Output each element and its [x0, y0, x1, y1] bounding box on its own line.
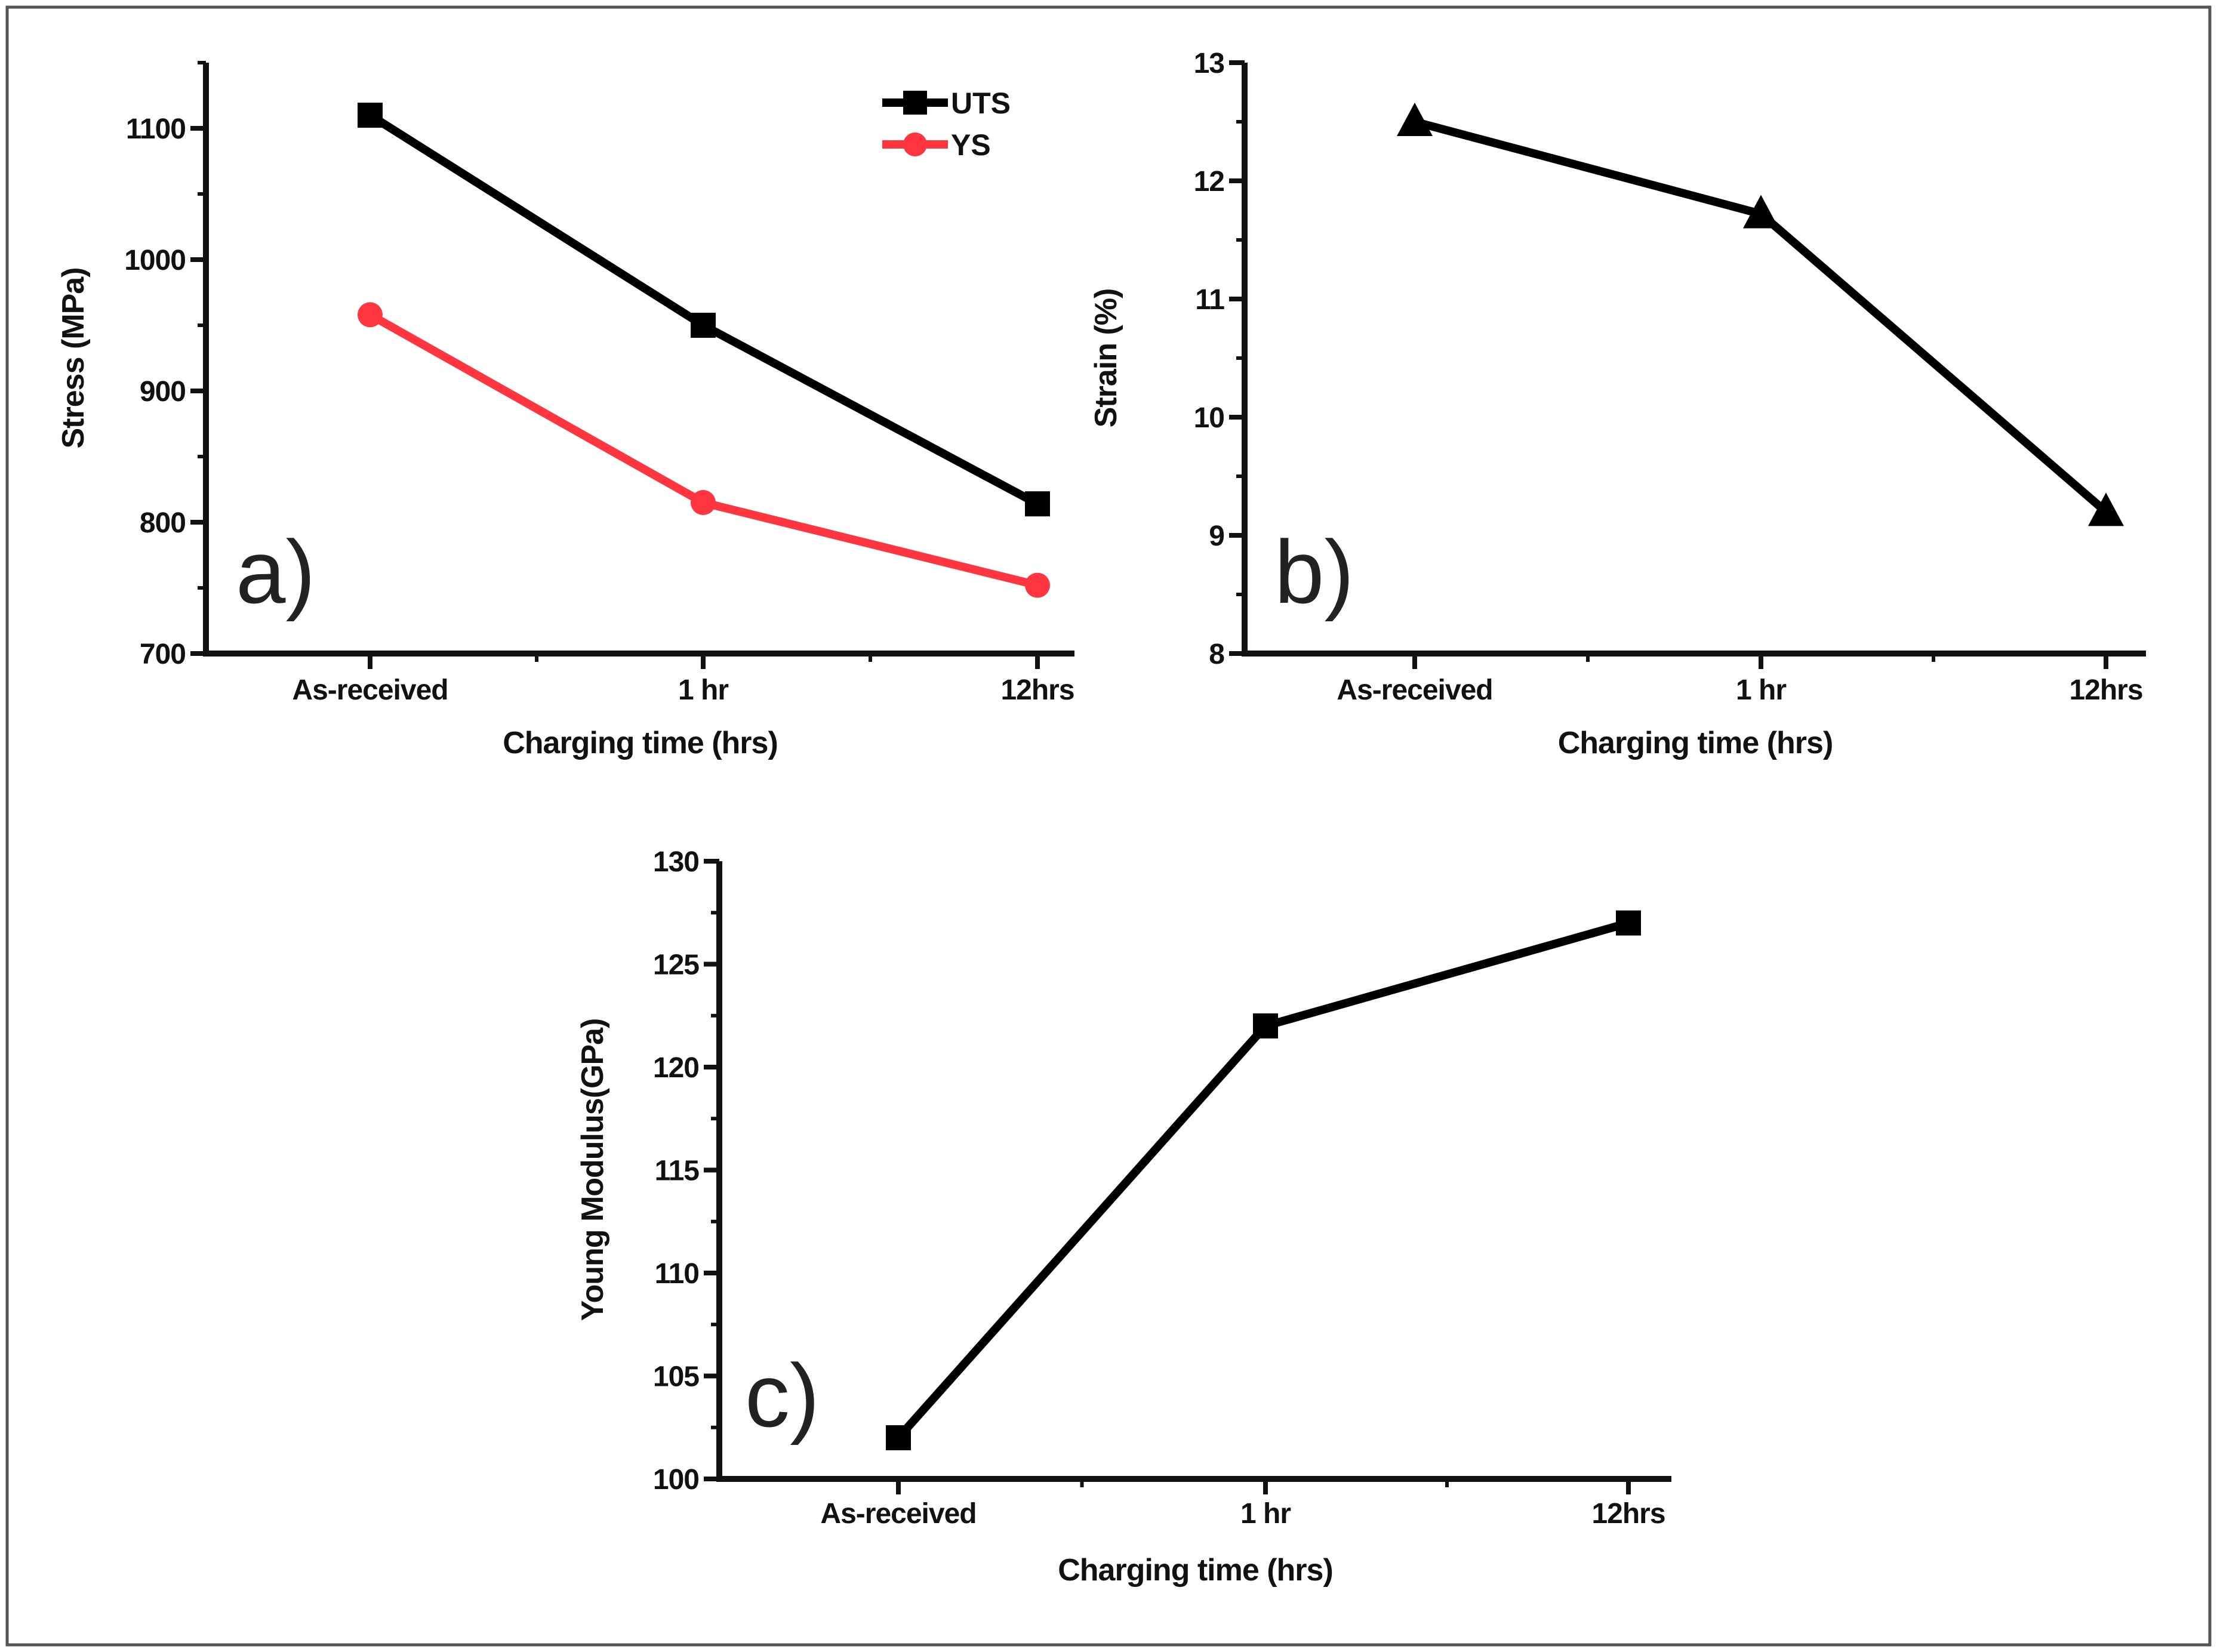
x-tick-label: 12hrs [1591, 1498, 1665, 1530]
y-tick-label: 12 [1194, 166, 1224, 198]
chart-b-strain: 8 9 10 11 12 13 As-received 1 hr 12hrs Charging t… [1089, 48, 2146, 760]
panel-tag: a) [236, 522, 315, 622]
y-tick-label: 1100 [126, 113, 186, 145]
y-axis-title: Strain (%) [1089, 289, 1123, 428]
y-tick-label: 100 [653, 1464, 699, 1496]
x-tick-label: 12hrs [2069, 674, 2142, 706]
data-point-circle [358, 302, 383, 328]
x-tick-label: 12hrs [1000, 674, 1074, 706]
data-point-square [886, 1425, 911, 1450]
legend-marker-circle [903, 132, 927, 156]
y-tick-label: 8 [1209, 639, 1224, 670]
y-tick-label: 115 [655, 1155, 700, 1187]
y-axis-title: Young Modulus(GPa) [575, 1019, 610, 1321]
x-axis-title: Charging time (hrs) [1058, 1553, 1333, 1588]
data-point-square [1253, 1013, 1278, 1038]
y-tick-label: 130 [653, 846, 699, 878]
data-point-circle [1025, 572, 1050, 598]
x-tick-label: 1 hr [678, 674, 728, 706]
y-tick-label: 120 [653, 1052, 699, 1084]
y-tick-label: 700 [140, 639, 186, 670]
y-tick-label: 110 [655, 1258, 699, 1290]
x-tick-label: As-received [820, 1498, 976, 1530]
data-point-square [1616, 910, 1641, 936]
x-tick-label: As-received [292, 674, 448, 706]
figure-border [5, 5, 2212, 1647]
data-point-triangle [2088, 492, 2124, 526]
chart-a-stress: 700 800 900 1000 1100 As-received 1 hr 12hrs Cha… [56, 61, 1075, 760]
legend-label: UTS [951, 87, 1011, 120]
data-point-circle [691, 490, 716, 515]
y-tick-label: 11 [1195, 284, 1224, 316]
x-tick-label: 1 hr [1736, 674, 1786, 706]
panel-tag: c) [745, 1345, 820, 1446]
y-tick-label: 900 [140, 376, 186, 408]
x-axis-title: Charging time (hrs) [1558, 726, 1833, 760]
data-point-triangle [1743, 195, 1779, 229]
y-tick-label: 13 [1194, 48, 1224, 79]
legend-label: YS [951, 128, 991, 162]
data-point-square [358, 103, 383, 128]
chart-c-young-modulus: 100 105 110 115 120 125 130 As-received 1 hr 12hr… [575, 846, 1671, 1588]
data-point-square [1025, 491, 1050, 517]
data-point-square [691, 313, 716, 338]
legend-marker-square [903, 91, 927, 115]
y-tick-label: 105 [653, 1361, 699, 1393]
data-point-triangle [1397, 103, 1433, 136]
y-tick-label: 9 [1209, 520, 1224, 552]
y-tick-label: 125 [653, 950, 699, 981]
x-axis-title: Charging time (hrs) [503, 726, 778, 760]
panel-tag: b) [1274, 522, 1354, 622]
y-tick-label: 800 [140, 507, 186, 539]
y-axis-title: Stress (MPa) [56, 268, 91, 449]
y-tick-label: 10 [1194, 402, 1224, 434]
x-tick-label: 1 hr [1240, 1498, 1291, 1530]
x-tick-label: As-received [1337, 674, 1492, 706]
y-tick-label: 1000 [124, 245, 186, 276]
